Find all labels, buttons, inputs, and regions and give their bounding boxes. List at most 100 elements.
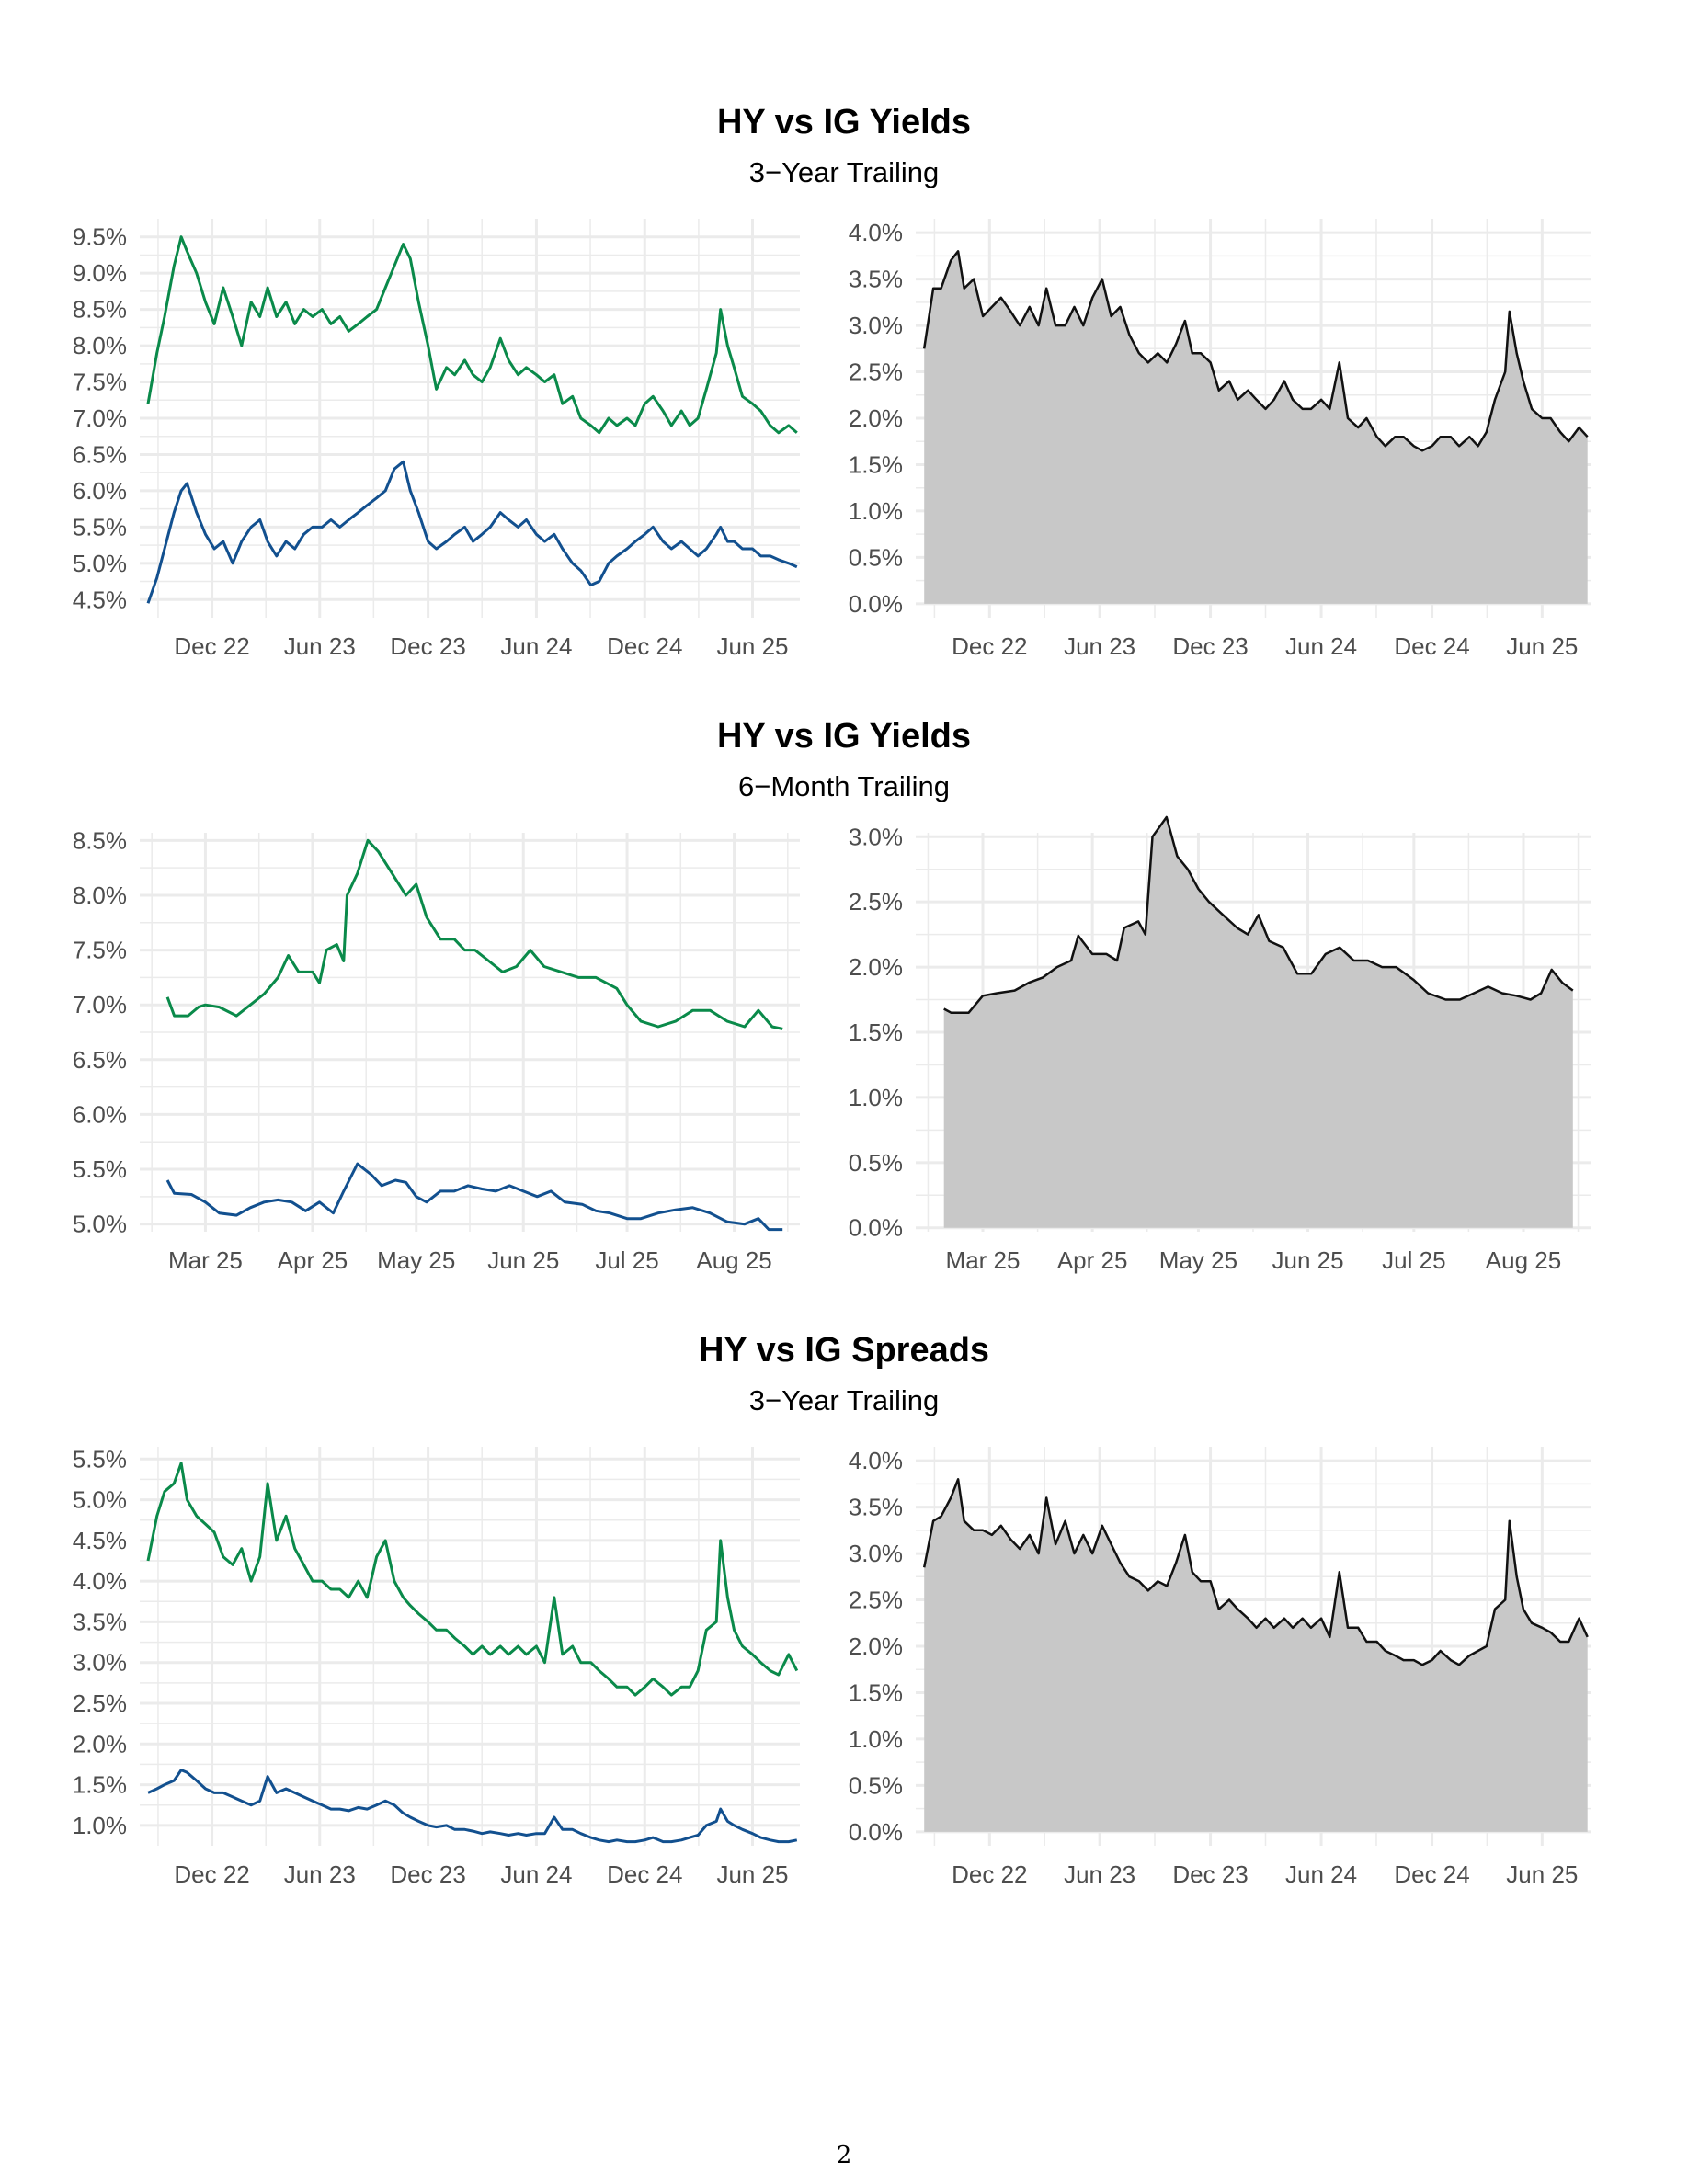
- y-tick-label: 6.0%: [73, 477, 127, 505]
- x-tick-label: Dec 24: [1394, 632, 1469, 660]
- y-tick-label: 6.5%: [73, 440, 127, 468]
- y-tick-label: 0.0%: [849, 590, 903, 618]
- y-tick-label: 7.0%: [73, 991, 127, 1018]
- x-tick-label: Jun 24: [1285, 1860, 1357, 1888]
- y-tick-label: 5.0%: [73, 1211, 127, 1238]
- differential-line: [922, 1478, 1589, 1666]
- x-tick-label: Aug 25: [1486, 1246, 1561, 1274]
- y-tick-label: 3.5%: [849, 266, 903, 293]
- y-tick-label: 7.5%: [73, 369, 127, 396]
- x-tick-label: Dec 23: [390, 632, 465, 660]
- x-tick-label: Mar 25: [946, 1246, 1021, 1274]
- x-tick-label: Apr 25: [278, 1246, 348, 1274]
- x-tick-label: Dec 24: [607, 632, 682, 660]
- hy-series-line: [165, 838, 783, 1030]
- x-tick-label: Mar 25: [168, 1246, 243, 1274]
- y-tick-label: 2.5%: [73, 1689, 127, 1717]
- section-2-subtitle: 6−Month Trailing: [737, 770, 951, 802]
- y-tick-label: 7.5%: [73, 937, 127, 964]
- y-tick-label: 1.5%: [849, 1678, 903, 1706]
- hy-series-line: [146, 1462, 799, 1697]
- y-tick-label: 4.5%: [73, 1527, 127, 1554]
- y-tick-label: 1.5%: [849, 1018, 903, 1046]
- gridlines: [140, 1447, 800, 1846]
- y-tick-label: 2.5%: [849, 888, 903, 916]
- y-tick-label: 1.5%: [73, 1771, 127, 1799]
- y-tick-label: 0.0%: [849, 1818, 903, 1846]
- y-tick-label: 3.0%: [849, 1540, 903, 1567]
- y-tick-label: 8.5%: [73, 296, 127, 324]
- x-tick-label: Jun 24: [500, 1860, 572, 1888]
- y-tick-label: 2.0%: [849, 953, 903, 981]
- y-tick-label: 6.5%: [73, 1046, 127, 1074]
- x-tick-label: Dec 22: [952, 632, 1027, 660]
- section-3-title: HY vs IG Spreads: [698, 1331, 990, 1370]
- y-tick-label: 3.0%: [73, 1649, 127, 1677]
- y-tick-label: 3.5%: [849, 1494, 903, 1521]
- x-tick-label: Dec 22: [174, 632, 249, 660]
- x-tick-label: Dec 22: [174, 1860, 249, 1888]
- y-tick-label: 0.5%: [849, 1149, 903, 1177]
- x-tick-label: Aug 25: [696, 1246, 771, 1274]
- y-tick-label: 5.5%: [73, 513, 127, 540]
- ig-series-line: [147, 1769, 798, 1844]
- y-tick-label: 9.5%: [73, 223, 127, 251]
- x-tick-label: Dec 24: [1394, 1860, 1469, 1888]
- differential-area: [924, 251, 1588, 604]
- x-tick-label: Apr 25: [1057, 1246, 1128, 1274]
- y-tick-label: 2.5%: [849, 358, 903, 386]
- y-tick-label: 3.5%: [73, 1608, 127, 1635]
- y-tick-label: 4.5%: [73, 586, 127, 613]
- y-tick-label: 2.0%: [73, 1730, 127, 1757]
- y-tick-label: 1.0%: [849, 1725, 903, 1753]
- differential-area: [943, 817, 1573, 1228]
- y-tick-label: 8.0%: [73, 882, 127, 909]
- differential-area: [924, 1479, 1588, 1832]
- y-tick-label: 4.0%: [849, 219, 903, 246]
- ig-series-line: [165, 1162, 783, 1232]
- y-tick-label: 8.5%: [73, 826, 127, 854]
- x-tick-label: Dec 23: [1172, 632, 1248, 660]
- y-tick-label: 3.0%: [849, 823, 903, 850]
- x-tick-label: Jun 23: [1064, 632, 1135, 660]
- y-tick-label: 5.5%: [73, 1155, 127, 1183]
- y-tick-label: 5.5%: [73, 1445, 127, 1473]
- section-1-subtitle: 3−Year Trailing: [748, 156, 940, 188]
- x-tick-label: Jun 25: [1506, 632, 1578, 660]
- gridlines: [140, 833, 800, 1232]
- y-tick-label: 2.5%: [849, 1587, 903, 1614]
- y-tick-label: 6.0%: [73, 1100, 127, 1128]
- y-tick-label: 3.0%: [849, 312, 903, 339]
- page-number: 2: [836, 2142, 852, 2169]
- y-tick-label: 2.0%: [849, 404, 903, 432]
- x-tick-label: Jun 25: [1506, 1860, 1578, 1888]
- x-tick-label: Jun 25: [487, 1246, 559, 1274]
- y-tick-label: 2.0%: [849, 1632, 903, 1660]
- y-tick-label: 0.5%: [849, 543, 903, 571]
- y-tick-label: 1.0%: [849, 1084, 903, 1111]
- gridlines: [140, 219, 800, 618]
- hy-series-line: [146, 235, 798, 435]
- y-tick-label: 1.0%: [73, 1812, 127, 1839]
- y-tick-label: 1.0%: [849, 497, 903, 525]
- y-tick-label: 1.5%: [849, 450, 903, 478]
- y-tick-label: 0.5%: [849, 1771, 903, 1799]
- x-tick-label: May 25: [1159, 1246, 1237, 1274]
- y-tick-label: 5.0%: [73, 550, 127, 577]
- y-tick-label: 4.0%: [849, 1447, 903, 1474]
- x-tick-label: Dec 22: [952, 1860, 1027, 1888]
- x-tick-label: Dec 23: [390, 1860, 465, 1888]
- x-tick-label: Jun 23: [284, 1860, 356, 1888]
- y-tick-label: 7.0%: [73, 404, 127, 432]
- x-tick-label: Jun 25: [716, 632, 788, 660]
- x-tick-label: Jun 23: [284, 632, 356, 660]
- section-2-title: HY vs IG Yields: [716, 717, 971, 756]
- differential-line: [943, 815, 1574, 1014]
- x-tick-label: Dec 24: [607, 1860, 682, 1888]
